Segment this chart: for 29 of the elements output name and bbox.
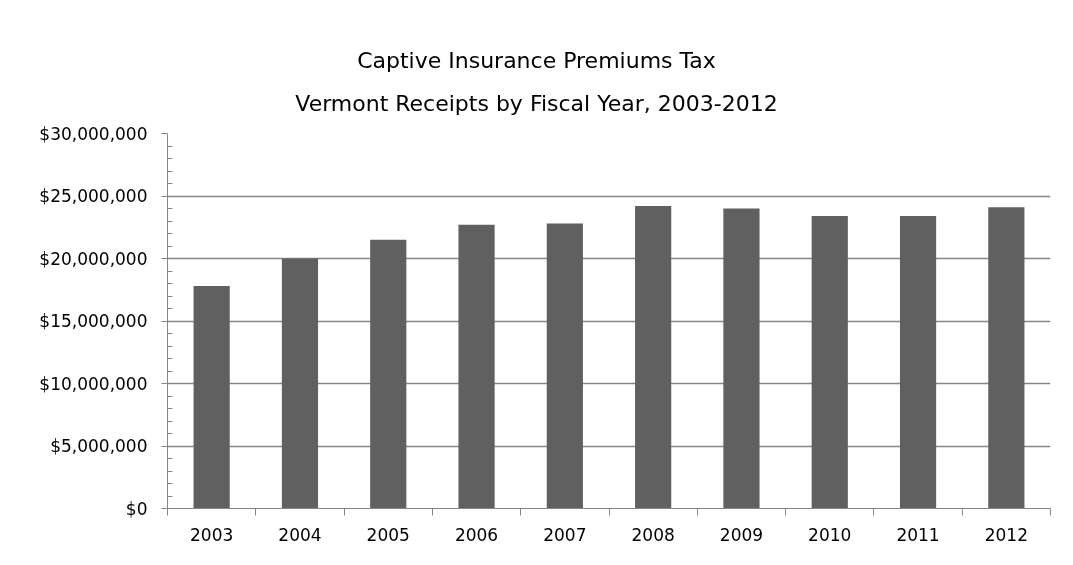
x-tick-label: 2004	[278, 524, 322, 545]
bar	[546, 223, 583, 509]
bar	[988, 207, 1025, 509]
bar	[723, 208, 760, 509]
x-tick-label: 2011	[896, 524, 940, 545]
y-tick-label: $5,000,000	[50, 436, 148, 456]
bar	[281, 258, 319, 509]
x-tick-label: 2005	[366, 524, 410, 545]
y-tick-label: $30,000,000	[39, 123, 148, 144]
chart-title: Captive Insurance Premiums Tax	[357, 47, 716, 75]
x-tick-label: 2010	[808, 524, 852, 545]
bar	[811, 216, 848, 509]
y-tick-label: $25,000,000	[39, 186, 148, 206]
y-tick-label: $20,000,000	[39, 248, 148, 269]
chart-subtitle: Vermont Receipts by Fiscal Year, 2003-2012	[295, 90, 778, 118]
x-tick-label: 2003	[190, 524, 234, 545]
bar	[193, 286, 230, 509]
bar	[635, 206, 672, 509]
x-tick-label: 2009	[719, 524, 764, 545]
y-tick-label: $15,000,000	[39, 311, 148, 331]
x-tick-label: 2006	[454, 524, 499, 545]
y-tick-label: $10,000,000	[39, 373, 148, 394]
bar	[899, 216, 937, 509]
y-tick-label: $0	[125, 498, 148, 519]
x-tick-label: 2012	[984, 524, 1028, 545]
bar	[370, 239, 407, 509]
x-tick-label: 2008	[631, 524, 675, 545]
x-tick-label: 2007	[543, 524, 587, 545]
bar	[458, 224, 495, 509]
